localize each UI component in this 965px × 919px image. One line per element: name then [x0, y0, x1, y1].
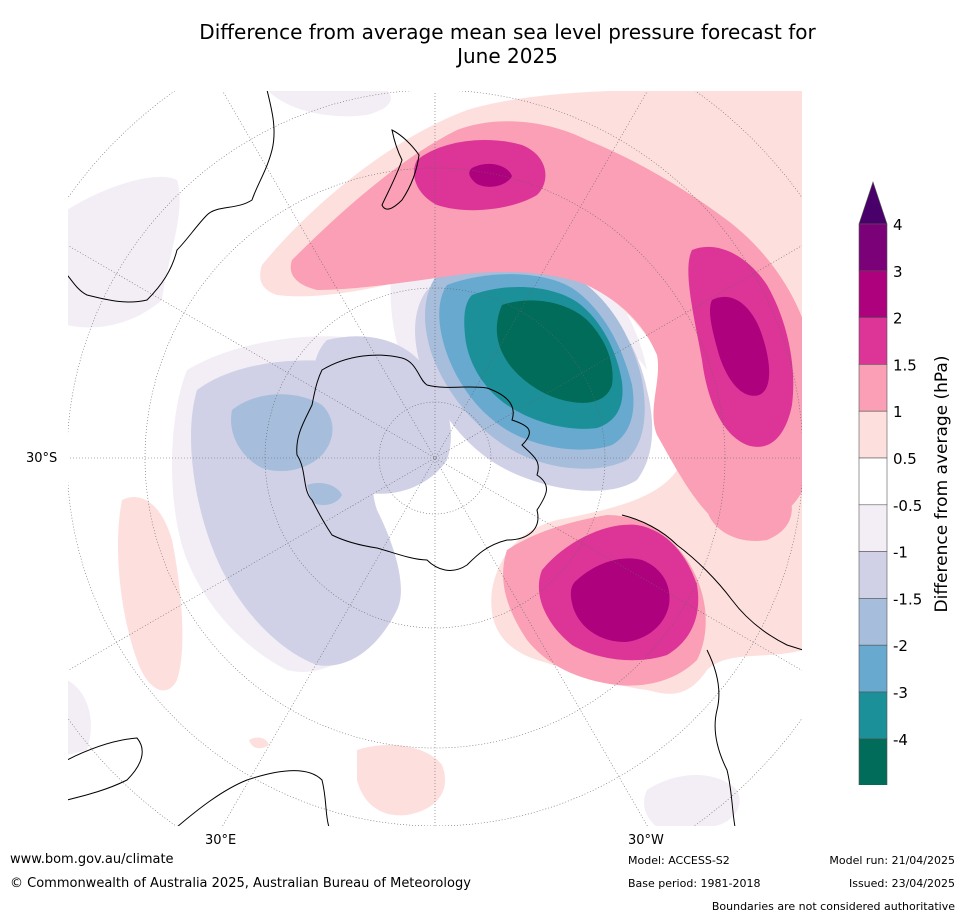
colorbar-segment — [858, 551, 888, 599]
chart-title-line1: Difference from average mean sea level p… — [199, 20, 816, 44]
colorbar-tick-label: -2 — [893, 637, 908, 655]
footer-model-run: Model run: 21/04/2025 — [829, 854, 955, 867]
chart-title-line2: June 2025 — [457, 44, 558, 68]
colorbar-tick-label: 4 — [893, 216, 903, 234]
colorbar-segment — [858, 410, 888, 459]
colorbar-segment — [858, 317, 888, 365]
chart-title: Difference from average mean sea level p… — [140, 20, 875, 68]
footer-issued: Issued: 23/04/2025 — [848, 877, 955, 890]
colorbar-segment — [858, 738, 888, 785]
map-frame — [67, 90, 803, 827]
colorbar-label: Difference from average (hPa) — [932, 355, 952, 613]
antarctica-coastline — [296, 354, 547, 571]
colorbar-segment — [858, 691, 888, 740]
colorbar-tick-label: -1 — [893, 544, 908, 562]
colorbar-segment — [858, 270, 888, 318]
colorbar-tick-label: -1.5 — [893, 590, 922, 608]
colorbar-tick-label: 1 — [893, 403, 903, 421]
footer-copyright: © Commonwealth of Australia 2025, Austra… — [10, 876, 471, 891]
colorbar-tick-label: 1.5 — [893, 356, 917, 374]
footer-model: Model: ACCESS-S2 — [628, 854, 730, 867]
anomaly-band-neg-4 — [496, 300, 613, 403]
south-america-coastline — [621, 514, 803, 827]
pressure-anomaly-map — [67, 90, 803, 827]
colorbar-tick-label: 3 — [893, 263, 903, 281]
footer-disclaimer: Boundaries are not considered authoritat… — [711, 900, 955, 913]
footer-base-period: Base period: 1981-2018 — [628, 877, 761, 890]
colorbar-tick-label: -4 — [893, 731, 908, 749]
lon-label-30w: 30°W — [628, 833, 664, 848]
map-coastlines — [67, 90, 803, 827]
colorbar: 4 3 2 1.5 1 0.5 -0.5 -1 -1.5 -2 -3 -4 — [858, 181, 922, 785]
colorbar-segment — [858, 364, 888, 412]
lon-label-30e: 30°E — [205, 833, 237, 848]
footer-url: www.bom.gov.au/climate — [10, 852, 174, 867]
colorbar-tick-label: 0.5 — [893, 450, 917, 468]
colorbar-tick-label: -0.5 — [893, 497, 922, 515]
colorbar-segments — [858, 181, 888, 785]
colorbar-segment — [858, 598, 888, 646]
colorbar-segment — [858, 644, 888, 693]
colorbar-segment — [858, 504, 888, 552]
lat-label-30s: 30°S — [26, 451, 58, 466]
colorbar-extend-max — [858, 181, 888, 225]
map-graticule — [67, 90, 803, 827]
colorbar-tick-label: 2 — [893, 310, 903, 328]
africa-coastline — [67, 737, 330, 827]
colorbar-segment — [858, 223, 888, 272]
australia-coastline — [67, 90, 275, 303]
new-zealand-coastline — [381, 129, 420, 210]
anomaly-band-pos-2 — [469, 163, 770, 642]
colorbar-tick-label: -3 — [893, 684, 908, 702]
colorbar-tick-labels: 4 3 2 1.5 1 0.5 -0.5 -1 -1.5 -2 -3 -4 — [893, 216, 922, 749]
colorbar-segment — [858, 457, 888, 506]
